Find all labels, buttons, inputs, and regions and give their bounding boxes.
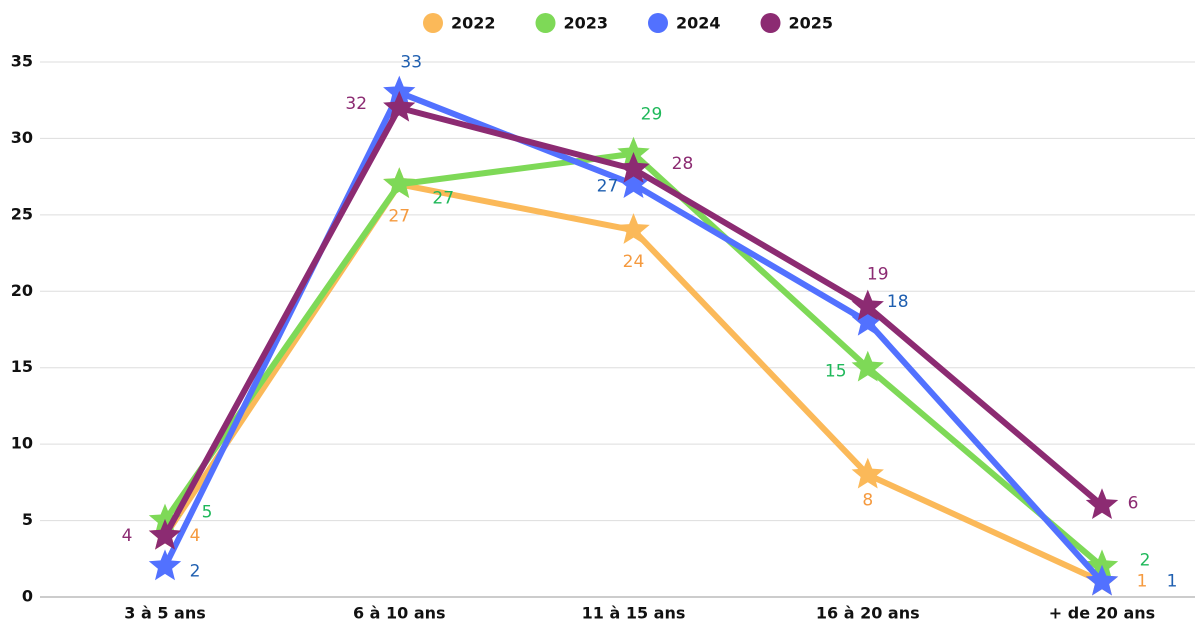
y-tick-label: 20 [11, 281, 33, 300]
legend-swatch [648, 13, 668, 33]
star-marker [851, 350, 884, 382]
data-label: 27 [388, 206, 410, 226]
x-tick-label: + de 20 ans [1049, 604, 1155, 623]
star-marker [851, 289, 884, 321]
star-marker [851, 304, 884, 336]
data-label: 28 [672, 154, 694, 174]
x-tick-label: 16 à 20 ans [816, 604, 920, 623]
legend-label: 2025 [789, 14, 834, 33]
y-tick-label: 0 [22, 587, 33, 606]
star-marker [148, 549, 182, 581]
x-tick-label: 11 à 15 ans [582, 604, 686, 623]
data-label: 4 [122, 526, 133, 546]
legend-swatch [423, 13, 443, 33]
data-label: 1 [1137, 572, 1148, 592]
legend-swatch [760, 13, 781, 33]
star-marker [1085, 564, 1119, 596]
y-tick-label: 5 [22, 510, 33, 529]
data-label: 2 [1140, 550, 1151, 570]
data-label: 33 [400, 53, 422, 73]
star-marker [383, 75, 416, 107]
star-marker [383, 90, 416, 122]
star-marker [851, 457, 884, 489]
data-label: 27 [597, 176, 619, 196]
data-label: 24 [623, 252, 645, 272]
data-label: 18 [887, 292, 909, 312]
x-tick-label: 6 à 10 ans [353, 604, 446, 623]
star-marker [383, 167, 416, 198]
star-marker [617, 152, 650, 183]
data-label: 29 [641, 105, 663, 125]
data-label: 5 [202, 503, 213, 523]
y-tick-label: 30 [11, 128, 33, 147]
data-label: 19 [867, 265, 889, 285]
legend-swatch [535, 13, 556, 33]
data-label: 8 [862, 491, 873, 511]
x-tick-label: 3 à 5 ans [124, 604, 205, 623]
legend-label: 2024 [676, 14, 721, 33]
data-label: 32 [345, 94, 367, 114]
star-marker [617, 213, 650, 244]
data-label: 6 [1128, 493, 1139, 513]
y-tick-label: 15 [11, 357, 33, 376]
y-tick-label: 25 [11, 204, 33, 223]
star-marker [1085, 488, 1119, 519]
data-label: 2 [190, 561, 201, 581]
star-marker [617, 167, 650, 198]
data-label: 15 [825, 362, 847, 382]
legend-label: 2022 [451, 14, 496, 33]
legend-label: 2023 [564, 14, 609, 33]
y-tick-label: 10 [11, 434, 33, 453]
data-label: 27 [432, 188, 454, 208]
y-tick-label: 35 [11, 52, 33, 71]
data-label: 1 [1167, 572, 1178, 592]
star-marker [148, 518, 182, 550]
data-label: 4 [190, 526, 201, 546]
